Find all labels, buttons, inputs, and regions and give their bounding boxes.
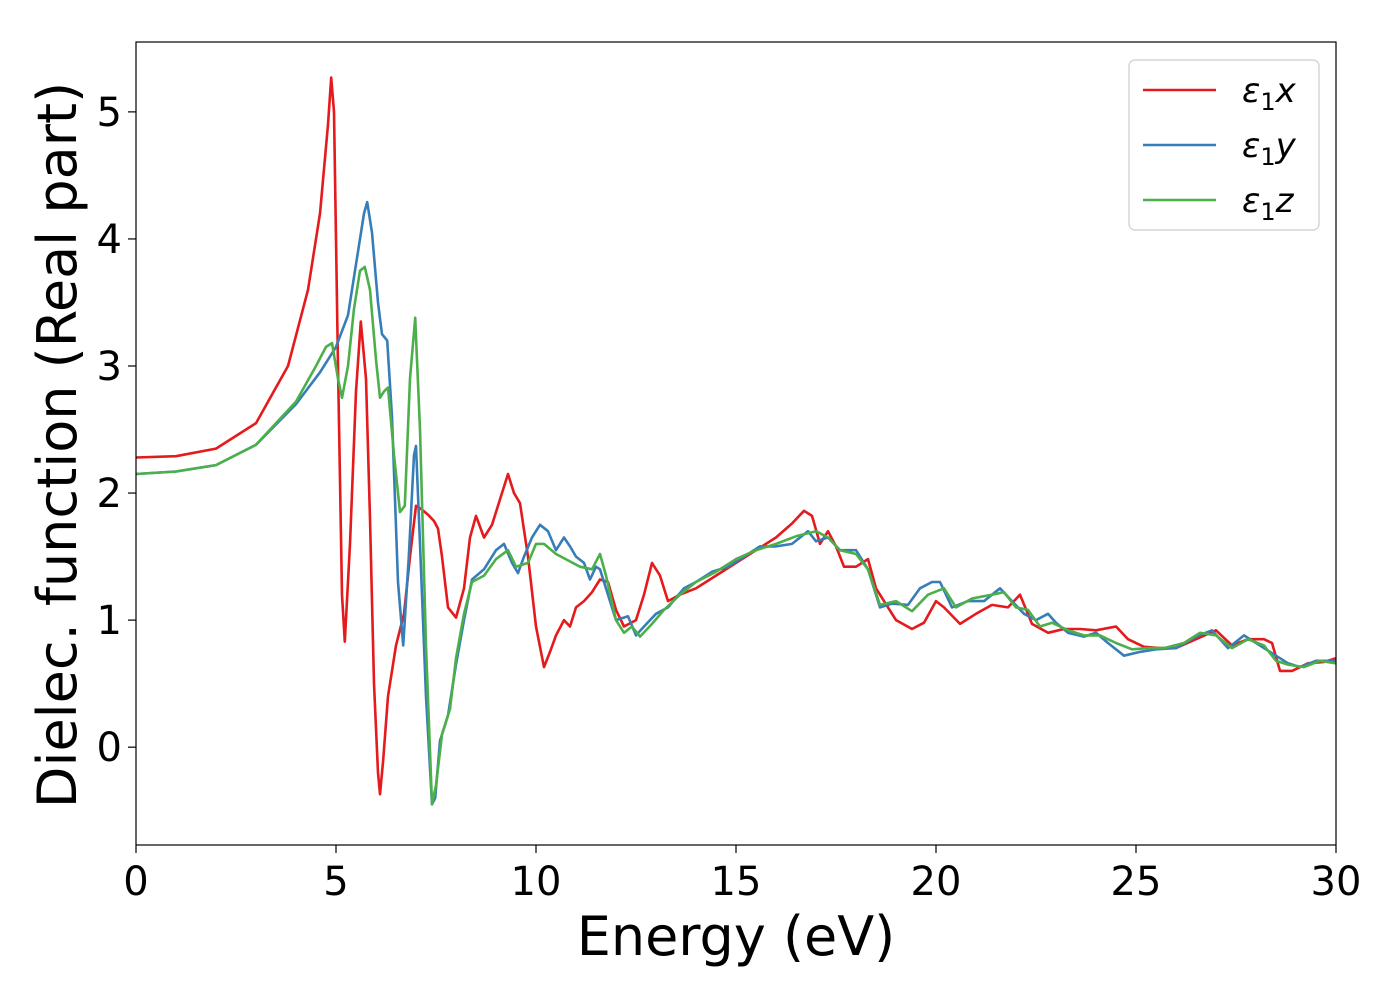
series-line-x [135,76,1337,796]
x-tick-label: 25 [1111,859,1162,905]
legend-label-y: ε1y [1242,126,1297,171]
y-axis-ticks: 0 1 2 3 4 5 [97,90,136,771]
y-tick-label: 3 [97,344,122,390]
y-axis-title: Dielec. function (Real part) [26,82,89,808]
legend: ε1x ε1y ε1z [1128,59,1320,231]
x-tick-label: 15 [711,859,762,905]
y-tick-label: 0 [97,725,122,771]
plot-lines [135,76,1337,806]
x-axis-ticks: 0 5 10 15 20 25 30 [123,845,1361,905]
y-tick-label: 2 [97,471,122,517]
series-line-z [135,265,1337,806]
y-tick-label: 5 [97,90,122,136]
x-tick-label: 30 [1311,859,1362,905]
series-line-y [135,200,1336,806]
x-tick-label: 20 [911,859,962,905]
y-tick-label: 4 [97,217,122,263]
x-axis-title: Energy (eV) [577,905,896,968]
legend-box [1128,59,1320,231]
x-tick-label: 10 [511,859,562,905]
x-tick-label: 0 [123,859,148,905]
legend-label-x: ε1x [1242,71,1297,116]
x-tick-label: 5 [323,859,348,905]
y-tick-label: 1 [97,598,122,644]
legend-label-z: ε1z [1242,181,1295,226]
